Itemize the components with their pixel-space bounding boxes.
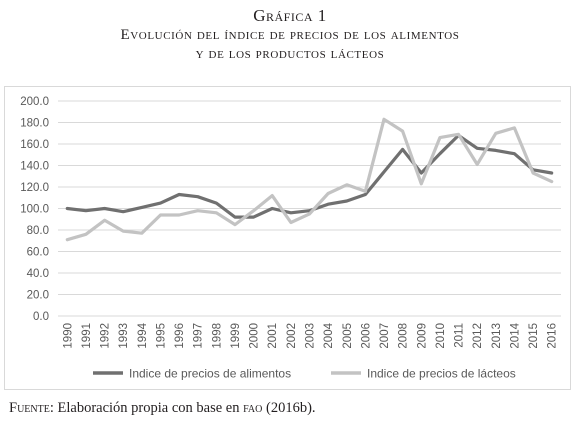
legend-label: Indice de precios de alimentos (129, 367, 291, 381)
source-text: Elaboración propia con base en (57, 400, 240, 416)
x-tick-label: 2014 (509, 322, 521, 348)
x-tick-label: 2015 (528, 323, 540, 349)
x-tick-label: 1995 (155, 323, 167, 349)
y-tick-label: 60.0 (27, 247, 49, 259)
x-tick-label: 1992 (100, 323, 112, 349)
x-tick-label: 2009 (416, 323, 428, 349)
y-tick-label: 200.0 (20, 96, 49, 108)
x-tick-label: 2008 (398, 323, 410, 349)
x-tick-label: 2003 (305, 323, 317, 349)
legend-label: Indice de precios de lácteos (367, 367, 516, 381)
x-tick-label: 1999 (230, 323, 242, 349)
source-org: fao (243, 400, 263, 416)
x-tick-label: 2012 (472, 323, 484, 349)
figure-title-line-2: y de los productos lácteos (195, 46, 385, 62)
y-tick-label: 20.0 (27, 290, 49, 302)
x-tick-label: 2013 (491, 323, 503, 349)
x-tick-label: 2002 (286, 323, 298, 349)
x-tick-label: 2007 (379, 323, 391, 349)
x-tick-label: 1997 (193, 323, 205, 349)
source-note: Fuente: Elaboración propia con base en f… (9, 398, 316, 418)
figure-number: Gráfica 1 (253, 6, 327, 25)
y-tick-label: 160.0 (20, 139, 49, 151)
y-tick-label: 80.0 (27, 225, 49, 237)
y-tick-label: 140.0 (20, 161, 49, 173)
x-tick-label: 1994 (137, 322, 149, 348)
y-tick-label: 180.0 (20, 118, 49, 130)
chart-frame: 0.0 20.0 40.0 60.0 80.0 100.0 120.0 140.0 160.0 1… (4, 86, 571, 390)
x-tick-label: 2001 (267, 323, 279, 349)
figure-header: Gráfica 1 Evolución del índice de precio… (0, 6, 580, 64)
x-tick-label: 1991 (81, 323, 93, 349)
y-tick-label: 0.0 (33, 311, 49, 323)
x-tick-label: 1996 (174, 323, 186, 349)
x-tick-label: 2010 (435, 323, 447, 349)
x-tick-label: 2016 (547, 323, 559, 349)
x-tick-label: 2011 (454, 323, 466, 348)
figure-title-line-1: Evolución del índice de precios de los a… (120, 27, 460, 43)
source-lead: Fuente: (9, 400, 54, 416)
x-tick-label: 1993 (118, 323, 130, 349)
line-chart: 0.0 20.0 40.0 60.0 80.0 100.0 120.0 140.0 160.0 1… (20, 96, 561, 381)
x-tick-label: 2006 (360, 323, 372, 349)
x-tick-label: 1998 (211, 323, 223, 349)
series-line-dairy-price-index (65, 117, 554, 242)
series-line-food-price-index (65, 133, 554, 219)
x-tick-label: 2005 (342, 323, 354, 349)
y-tick-label: 120.0 (20, 182, 49, 194)
x-tick-label: 2004 (323, 322, 335, 348)
source-citation: (2016b). (266, 400, 316, 416)
y-tick-label: 40.0 (27, 268, 49, 280)
x-tick-label: 1990 (62, 323, 74, 349)
x-tick-label: 2000 (249, 323, 261, 349)
y-tick-label: 100.0 (20, 204, 49, 216)
